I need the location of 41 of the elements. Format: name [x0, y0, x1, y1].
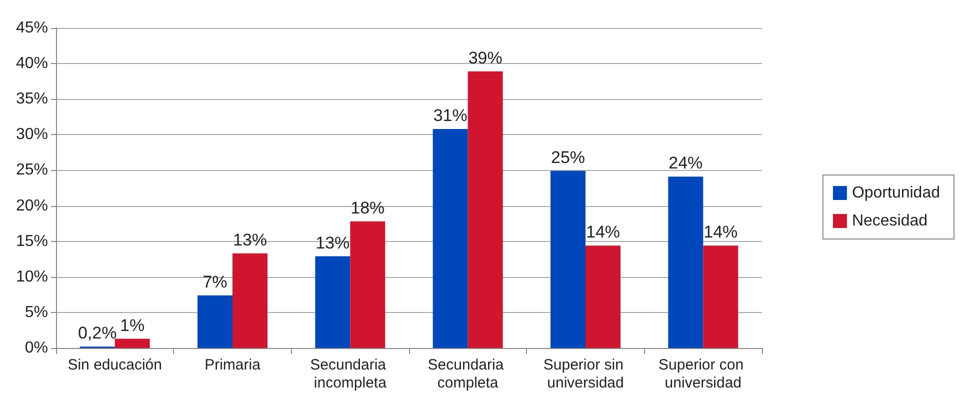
x-tick-label: Secundaria completa — [428, 356, 508, 392]
bar — [468, 71, 503, 348]
data-label: 13% — [232, 230, 268, 250]
x-tick-label: Primaria — [204, 356, 262, 374]
data-label: 31% — [433, 106, 468, 125]
y-tick-label: 10% — [16, 268, 48, 286]
data-label: 39% — [468, 48, 502, 68]
y-tick-label: 15% — [16, 232, 48, 250]
data-label: 14% — [704, 222, 738, 242]
y-tick-label: 25% — [16, 162, 48, 179]
y-tick-label: 5% — [24, 304, 48, 321]
y-tick-label: 0% — [24, 340, 48, 356]
legend-label: Oportunidad — [852, 184, 940, 202]
data-label: 1% — [120, 316, 145, 335]
data-label: 0,2% — [78, 324, 117, 343]
data-label: 18% — [350, 198, 385, 218]
bar — [586, 246, 620, 348]
x-tick-label: Superior sin universidad — [543, 356, 628, 392]
x-tick-label: Sin educación — [68, 356, 162, 374]
data-label: 13% — [316, 233, 350, 252]
y-tick-label: 45% — [16, 20, 48, 36]
bar — [432, 128, 468, 348]
x-tick-label: Secundaria incompleta — [310, 356, 390, 392]
bar — [668, 176, 704, 348]
legend-label: Necesidad — [852, 212, 928, 230]
data-label: 7% — [202, 272, 228, 292]
bar — [315, 256, 350, 348]
data-label: 14% — [586, 222, 620, 242]
y-tick-label: 40% — [16, 55, 48, 72]
bar — [198, 295, 232, 348]
data-label: 25% — [550, 148, 586, 167]
bar — [350, 221, 386, 348]
bar — [232, 253, 268, 348]
bar — [703, 246, 738, 348]
data-label: 24% — [668, 154, 703, 173]
bar — [550, 170, 586, 348]
bar — [114, 338, 150, 348]
y-tick-label: 35% — [16, 90, 48, 108]
x-tick-label: Superior con universidad — [658, 356, 748, 392]
y-tick-label: 30% — [16, 126, 48, 144]
y-tick-label: 20% — [16, 197, 48, 214]
